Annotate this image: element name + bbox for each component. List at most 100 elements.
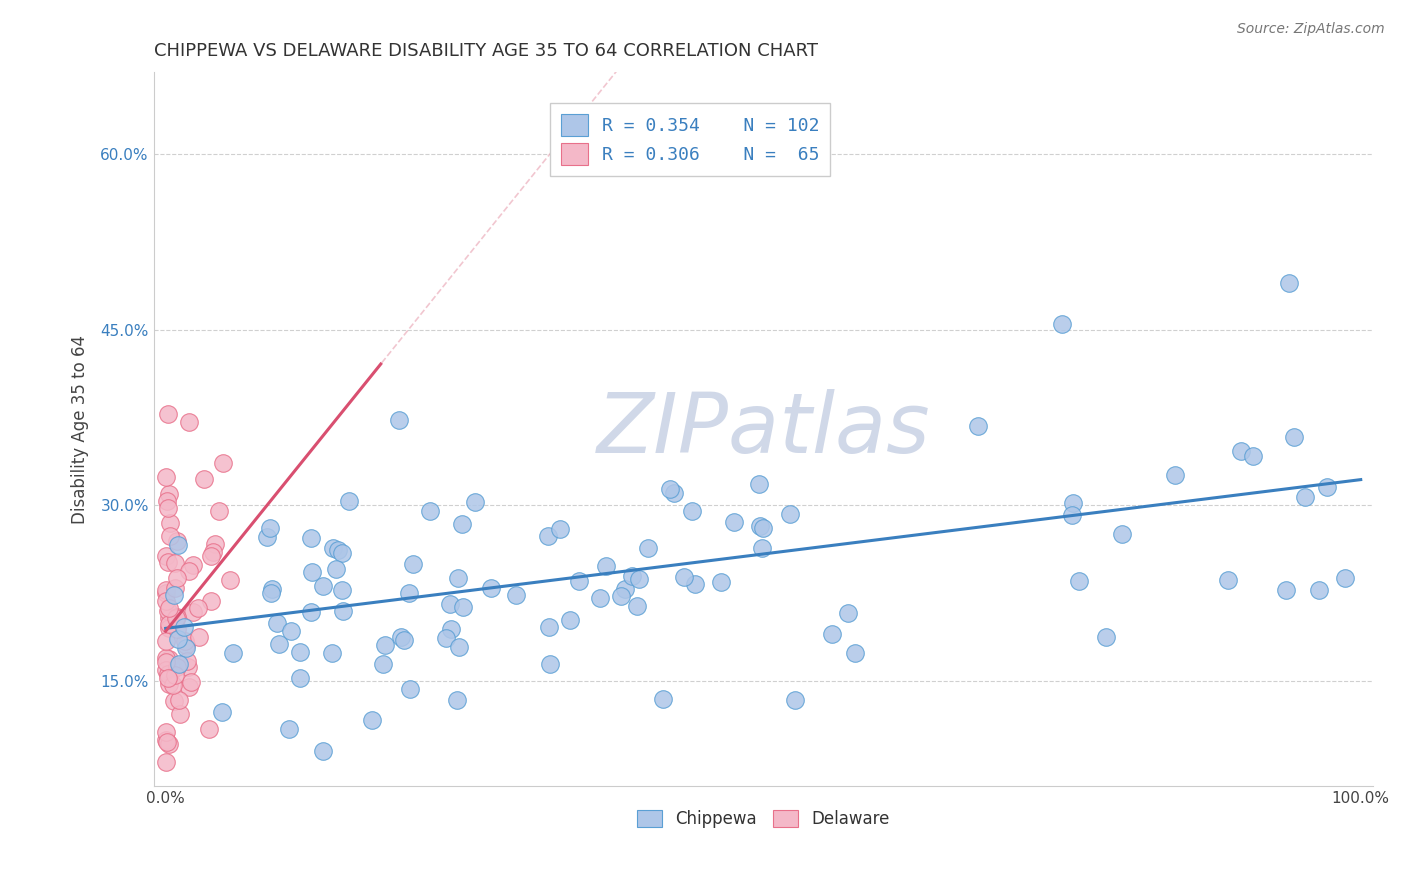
Point bbox=[157, 604, 180, 618]
Point bbox=[451, 599, 474, 614]
Point bbox=[176, 654, 198, 668]
Point bbox=[156, 667, 179, 681]
Point bbox=[165, 610, 187, 624]
Point bbox=[681, 504, 703, 518]
Point bbox=[211, 705, 233, 719]
Point bbox=[155, 586, 177, 600]
Point bbox=[155, 594, 177, 608]
Point bbox=[312, 744, 335, 758]
Point bbox=[157, 621, 180, 635]
Point bbox=[537, 529, 560, 543]
Point bbox=[266, 616, 288, 631]
Point bbox=[837, 607, 859, 621]
Point bbox=[1241, 449, 1264, 463]
Point bbox=[260, 582, 283, 596]
Point bbox=[419, 504, 441, 518]
Point bbox=[716, 147, 738, 161]
Point bbox=[280, 624, 302, 638]
Point bbox=[157, 500, 180, 515]
Point bbox=[1316, 480, 1339, 494]
Point bbox=[155, 725, 177, 739]
Y-axis label: Disability Age 35 to 64: Disability Age 35 to 64 bbox=[72, 334, 89, 524]
Point bbox=[201, 545, 224, 559]
Point bbox=[325, 562, 347, 576]
Point bbox=[1095, 630, 1118, 644]
Point bbox=[330, 583, 353, 598]
Point bbox=[179, 415, 201, 429]
Point bbox=[373, 657, 395, 671]
Point bbox=[208, 504, 231, 518]
Point bbox=[626, 599, 648, 614]
Point bbox=[165, 557, 187, 571]
Point bbox=[181, 605, 204, 619]
Point bbox=[322, 541, 344, 556]
Point bbox=[157, 601, 180, 615]
Point bbox=[751, 541, 773, 556]
Point bbox=[155, 651, 177, 665]
Point bbox=[197, 723, 219, 737]
Point bbox=[165, 668, 187, 682]
Point bbox=[155, 470, 177, 484]
Point bbox=[155, 655, 177, 669]
Point bbox=[505, 588, 527, 602]
Point bbox=[156, 555, 179, 569]
Point bbox=[1294, 490, 1316, 504]
Point bbox=[392, 633, 415, 648]
Point bbox=[157, 487, 180, 501]
Point bbox=[166, 610, 188, 624]
Point bbox=[156, 407, 179, 421]
Point bbox=[662, 486, 685, 500]
Point bbox=[628, 572, 651, 586]
Point bbox=[637, 541, 659, 555]
Point bbox=[844, 646, 866, 660]
Text: CHIPPEWA VS DELAWARE DISABILITY AGE 35 TO 64 CORRELATION CHART: CHIPPEWA VS DELAWARE DISABILITY AGE 35 T… bbox=[153, 42, 818, 60]
Point bbox=[200, 549, 222, 564]
Point bbox=[479, 581, 502, 595]
Point bbox=[167, 538, 190, 552]
Point bbox=[167, 657, 190, 672]
Point bbox=[193, 471, 215, 485]
Point bbox=[159, 516, 181, 530]
Point bbox=[166, 622, 188, 636]
Point bbox=[269, 637, 291, 651]
Point bbox=[159, 611, 181, 625]
Point bbox=[174, 638, 197, 652]
Point bbox=[157, 617, 180, 632]
Point bbox=[749, 518, 772, 533]
Point bbox=[451, 516, 474, 531]
Point bbox=[177, 680, 200, 694]
Point bbox=[167, 693, 190, 707]
Point bbox=[595, 559, 617, 574]
Point bbox=[166, 533, 188, 548]
Point bbox=[173, 633, 195, 648]
Point bbox=[204, 537, 226, 551]
Point bbox=[398, 586, 420, 600]
Point bbox=[1067, 574, 1090, 588]
Point bbox=[652, 692, 675, 706]
Point bbox=[156, 735, 179, 749]
Point bbox=[446, 693, 468, 707]
Point bbox=[1308, 582, 1330, 597]
Point bbox=[723, 515, 745, 529]
Point bbox=[157, 677, 180, 691]
Point bbox=[568, 574, 591, 589]
Text: ZIPatlas: ZIPatlas bbox=[596, 389, 929, 469]
Point bbox=[155, 756, 177, 770]
Point bbox=[156, 671, 179, 685]
Point bbox=[259, 521, 281, 535]
Point bbox=[183, 558, 205, 572]
Point bbox=[752, 521, 775, 535]
Legend: Chippewa, Delaware: Chippewa, Delaware bbox=[630, 803, 897, 835]
Point bbox=[155, 582, 177, 597]
Point bbox=[613, 582, 636, 597]
Point bbox=[176, 641, 198, 656]
Point bbox=[179, 564, 201, 578]
Point bbox=[683, 577, 706, 591]
Point bbox=[783, 692, 806, 706]
Point bbox=[548, 522, 571, 536]
Point bbox=[180, 674, 202, 689]
Point bbox=[332, 603, 354, 617]
Point bbox=[1275, 582, 1298, 597]
Point bbox=[710, 574, 733, 589]
Point bbox=[464, 495, 486, 509]
